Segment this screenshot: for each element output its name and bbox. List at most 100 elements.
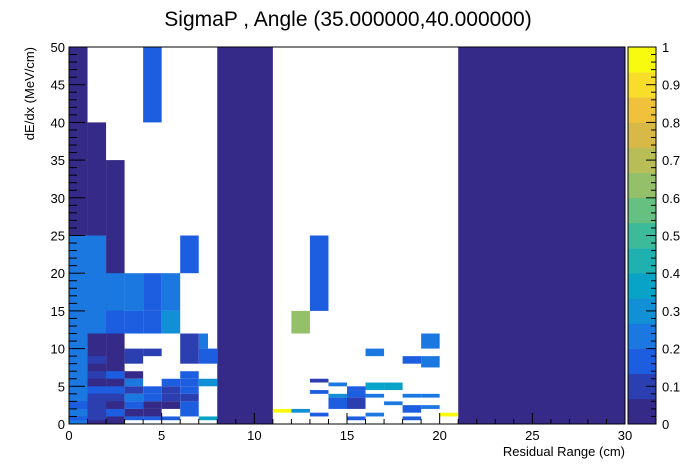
y-tick-label: 45 [51,78,65,93]
heatmap-cell [347,416,366,421]
heatmap-cell [124,416,144,421]
y-tick-label: 0 [58,417,65,432]
heatmap-cell [161,378,181,387]
y-axis: 0 5 10 15 20 25 30 35 40 45 50 [51,40,85,432]
heatmap-cell [291,310,310,334]
heatmap-cell [309,378,329,383]
heatmap-cell [87,235,107,334]
color-bar-tick-label: 0.6 [662,191,680,206]
heatmap-cell [198,333,208,349]
heatmap-cell [180,371,199,379]
color-bar-tick-label: 0.8 [662,115,680,130]
heatmap-cell [309,390,329,394]
y-tick-label: 35 [51,153,65,168]
heatmap-cell [365,348,385,357]
color-bar-tick-label: 0 [662,417,669,432]
heatmap-cell [309,412,329,417]
y-tick-label: 40 [51,115,65,130]
heatmap-cell [328,397,347,409]
heatmap-cell [87,386,107,394]
heatmap-cell [106,408,125,417]
heatmap-cell [106,393,125,402]
heatmap-cell [106,310,125,334]
heatmap-cell [384,401,403,406]
heatmap-cell [365,382,385,391]
heatmap-cell [161,310,181,334]
heatmap-cell [180,333,199,364]
heatmap-cell [124,371,144,379]
heatmap-cell [143,393,162,402]
heatmap-cell [69,401,88,409]
heatmap-cell [217,47,273,424]
heatmap-cell [124,348,144,364]
color-bar-segment [628,47,656,73]
heatmap-cell [124,386,144,394]
heatmap-cell [143,310,162,334]
y-tick-label: 50 [51,40,65,55]
heatmap-cell [347,397,366,409]
heatmap-cell [458,47,625,424]
color-bar-tick-label: 0.9 [662,78,680,93]
color-bar-segment [628,248,656,274]
y-tick-label: 20 [51,266,65,281]
heatmap-cell [124,273,144,311]
heatmap-cell [384,382,403,391]
heatmap-cell [143,273,162,311]
heatmap-cell [69,416,88,421]
x-axis: 0 5 10 15 20 25 30 [65,413,632,443]
heatmap-cell [365,393,385,398]
color-bar-tick-label: 0.1 [662,379,680,394]
heatmap-cell [180,378,199,387]
x-tick-label: 0 [65,428,72,443]
heatmap-cell [365,412,385,417]
color-bar-tick-label: 0.3 [662,304,680,319]
heatmap-cell [161,393,181,402]
heatmap-cell [87,408,107,417]
heatmap-cell [347,386,366,391]
x-tick-label: 25 [525,428,539,443]
heatmap-cell [272,408,292,413]
color-bar-segment [628,323,656,349]
heatmap-cell [402,405,422,413]
heatmap-cell [198,416,218,421]
color-bar: 0 0.1 0.2 0.3 0.4 0.5 0.6 0.7 0.8 0.9 1 [627,40,680,432]
heatmap-cell [402,393,422,398]
heatmap-cell [421,356,440,368]
heatmap-cell [347,390,366,398]
heatmap-cell [106,386,125,394]
heatmap-cell [87,401,107,409]
heatmap-cell [439,412,459,417]
heatmap-cell [106,401,125,409]
heatmap-cell [143,47,162,123]
heatmap-cell [143,408,162,417]
heatmap-cell [87,371,107,379]
heatmap-cell [198,348,218,364]
x-axis-label: Residual Range (cm) [503,444,625,459]
y-tick-label: 10 [51,342,65,357]
heatmap-cell [124,393,144,402]
color-bar-segment [628,122,656,148]
heatmap-cell [124,378,144,387]
heatmap-cell [180,386,199,394]
chart-title: SigmaP , Angle (35.000000,40.000000) [164,8,531,31]
x-tick-label: 15 [340,428,354,443]
color-bar-tick-label: 0.4 [662,266,680,281]
heatmap-cell [106,371,125,379]
heatmap-cell [143,386,162,394]
color-bar-segment [628,172,656,199]
heatmap-cell [291,408,310,413]
y-tick-label: 15 [51,304,65,319]
heatmap-cell [106,273,125,311]
color-bar-segment [628,197,656,224]
heatmap-cell [143,401,162,409]
heatmap-cell [180,401,199,417]
heatmap-cell [87,416,107,421]
heatmap-cell [124,401,144,409]
heatmap-cell [402,356,422,364]
heatmap-cell [198,378,218,387]
color-bar-tick-label: 0.7 [662,153,680,168]
x-tick-label: 10 [247,428,261,443]
x-tick-label: 5 [158,428,165,443]
heatmap-cells [69,47,625,425]
heatmap-cell [87,356,107,364]
